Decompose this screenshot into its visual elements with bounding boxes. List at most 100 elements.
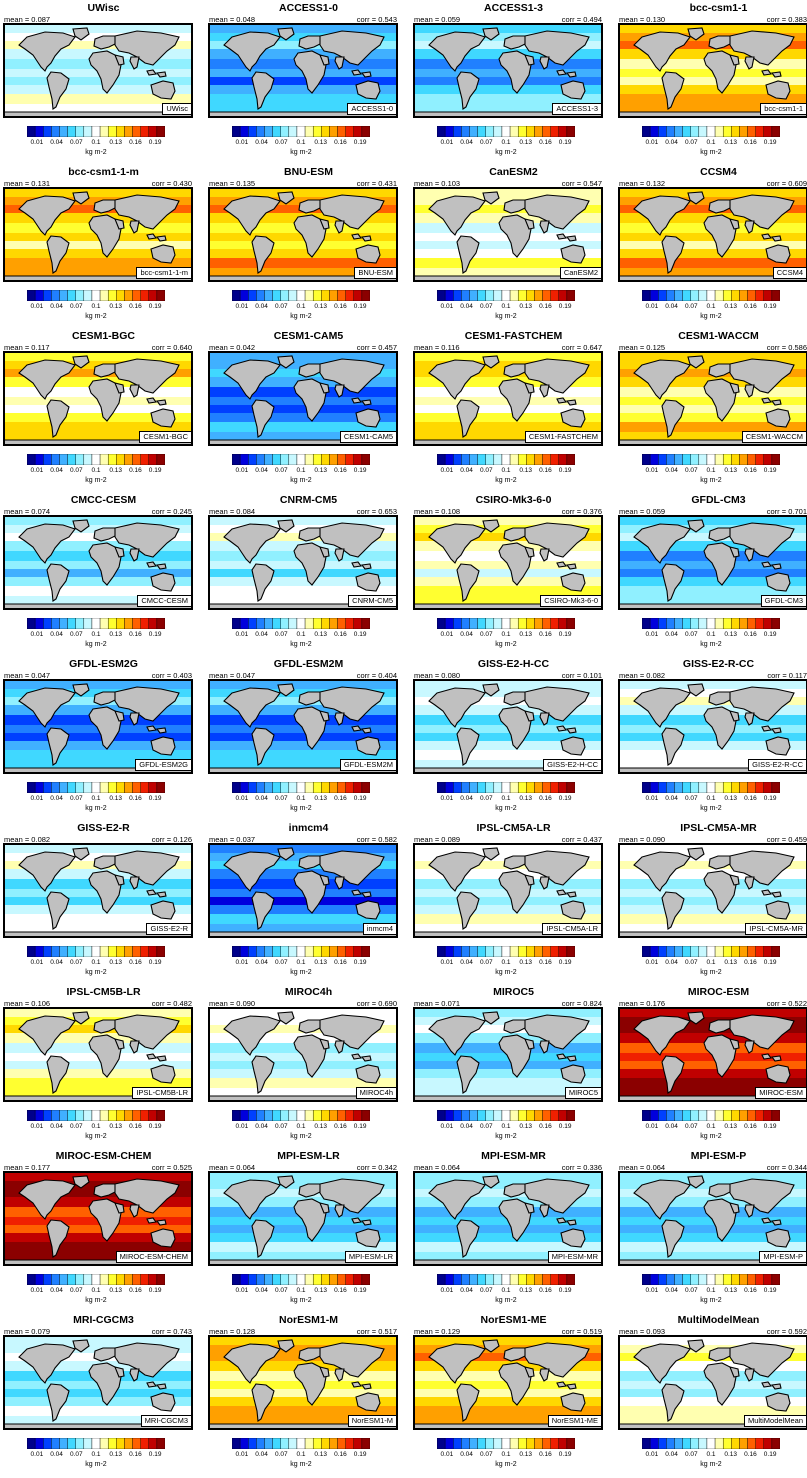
ocean-field-band xyxy=(413,1242,603,1252)
land-australia xyxy=(560,736,586,756)
land-maritime-continent xyxy=(556,69,577,78)
ocean-field-band xyxy=(413,432,603,440)
colorbar-swatch xyxy=(534,782,543,793)
ocean-field-band xyxy=(413,33,603,41)
colorbar-swatch xyxy=(517,618,527,629)
ocean-field-band xyxy=(208,1406,398,1416)
colorbar-tick-label: 0.01 xyxy=(30,959,44,966)
ocean-field-band xyxy=(3,596,193,604)
colorbar-tick-label: 0.19 xyxy=(148,795,162,802)
colorbar-units: kg m-2 xyxy=(290,641,312,648)
colorbar-swatch xyxy=(99,1110,109,1121)
land-asia xyxy=(114,850,180,886)
colorbar-swatch xyxy=(148,1438,158,1449)
colorbar-swatch xyxy=(51,618,60,629)
colorbar xyxy=(642,618,780,629)
global-map xyxy=(618,1335,807,1430)
land-north-america xyxy=(428,523,486,564)
colorbar-tick-label: 0.13 xyxy=(314,1451,328,1458)
colorbar-swatch xyxy=(453,290,462,301)
colorbar-swatch xyxy=(763,618,773,629)
colorbar-swatch xyxy=(566,126,575,137)
colorbar-swatch xyxy=(264,126,273,137)
colorbar-tick-label: 0.13 xyxy=(519,1287,533,1294)
ocean-field-band xyxy=(208,1252,398,1260)
colorbar-tick-label: 0.1 xyxy=(706,959,716,966)
colorbar-swatch xyxy=(469,290,478,301)
ocean-field-band xyxy=(208,853,398,861)
colorbar-swatch xyxy=(288,782,298,793)
colorbar-swatch xyxy=(27,454,36,465)
ocean-field-band xyxy=(413,1181,603,1189)
colorbar-swatch xyxy=(444,946,454,957)
colorbar xyxy=(437,1274,575,1285)
colorbar-swatch xyxy=(666,618,675,629)
colorbar-swatch xyxy=(353,290,363,301)
land-arabia xyxy=(319,1202,330,1214)
colorbar-swatch xyxy=(469,126,478,137)
land-south-america xyxy=(251,891,275,930)
colorbar-swatch xyxy=(59,618,68,629)
colorbar-swatch xyxy=(27,1110,36,1121)
colorbar-tick-label: 0.07 xyxy=(479,303,493,310)
colorbar-tick-label: 0.13 xyxy=(724,303,738,310)
colorbar-swatch xyxy=(43,618,52,629)
panel-title: GFDL-ESM2G xyxy=(69,658,138,670)
colorbar-swatch xyxy=(304,618,314,629)
colorbar-swatch xyxy=(731,1110,740,1121)
colorbar-swatch xyxy=(91,126,101,137)
ocean-field-band xyxy=(208,77,398,85)
land-europe xyxy=(503,199,528,214)
colorbar-swatch xyxy=(566,1110,575,1121)
ocean-field-band xyxy=(413,689,603,697)
ocean-field-band xyxy=(413,1252,603,1260)
colorbar-swatch xyxy=(550,1274,560,1285)
colorbar-swatch xyxy=(280,126,290,137)
colorbar-tick-label: 0.07 xyxy=(479,467,493,474)
global-map xyxy=(3,515,193,610)
colorbar-swatch xyxy=(461,618,470,629)
ocean-field-band xyxy=(208,197,398,205)
corr-value: corr = 0.376 xyxy=(561,507,602,516)
colorbar-tick-label: 0.07 xyxy=(684,1287,698,1294)
colorbar-swatch xyxy=(156,454,165,465)
land-north-america xyxy=(18,1015,76,1056)
colorbar-swatch xyxy=(550,1110,560,1121)
colorbar xyxy=(232,290,370,301)
colorbar-swatch xyxy=(642,290,651,301)
ocean-field-band xyxy=(208,843,398,853)
mean-value: mean = 0.135 xyxy=(209,179,256,188)
ocean-field-band xyxy=(3,258,193,268)
colorbar-swatch xyxy=(649,454,659,465)
colorbar-tick-label: 0.1 xyxy=(91,139,101,146)
colorbar-swatch xyxy=(682,1274,691,1285)
colorbar-swatch xyxy=(493,1438,503,1449)
colorbar-swatch xyxy=(67,454,76,465)
colorbar-tick-label: 0.13 xyxy=(519,467,533,474)
colorbar-units: kg m-2 xyxy=(495,969,517,976)
colorbar-swatch xyxy=(232,126,241,137)
land-australia xyxy=(150,736,176,756)
colorbar-swatch xyxy=(296,782,306,793)
chart-panel: CESM1-FASTCHEM mean = 0.116 corr = 0.647 CE… xyxy=(413,330,614,494)
colorbar-swatch xyxy=(288,454,298,465)
colorbar-swatch xyxy=(698,126,708,137)
colorbar-tick-label: 0.01 xyxy=(645,631,659,638)
colorbar-swatch xyxy=(444,618,454,629)
ocean-field-band xyxy=(413,1335,603,1345)
colorbar-swatch xyxy=(304,946,314,957)
colorbar-swatch xyxy=(666,126,675,137)
colorbar-tick-label: 0.13 xyxy=(724,139,738,146)
colorbar-tick-label: 0.1 xyxy=(501,303,511,310)
colorbar-swatch xyxy=(116,126,125,137)
land-greenland xyxy=(277,27,295,41)
ocean-field-band xyxy=(618,1225,807,1233)
colorbar-swatch xyxy=(517,454,527,465)
colorbar-tick-label: 0.16 xyxy=(744,1451,757,1458)
model-label: CESM1-WACCM xyxy=(741,431,807,443)
colorbar-units: kg m-2 xyxy=(290,1461,312,1468)
land-arabia xyxy=(524,546,535,558)
colorbar-swatch xyxy=(666,1110,675,1121)
colorbar-swatch xyxy=(83,618,93,629)
colorbar-swatch xyxy=(493,946,503,957)
